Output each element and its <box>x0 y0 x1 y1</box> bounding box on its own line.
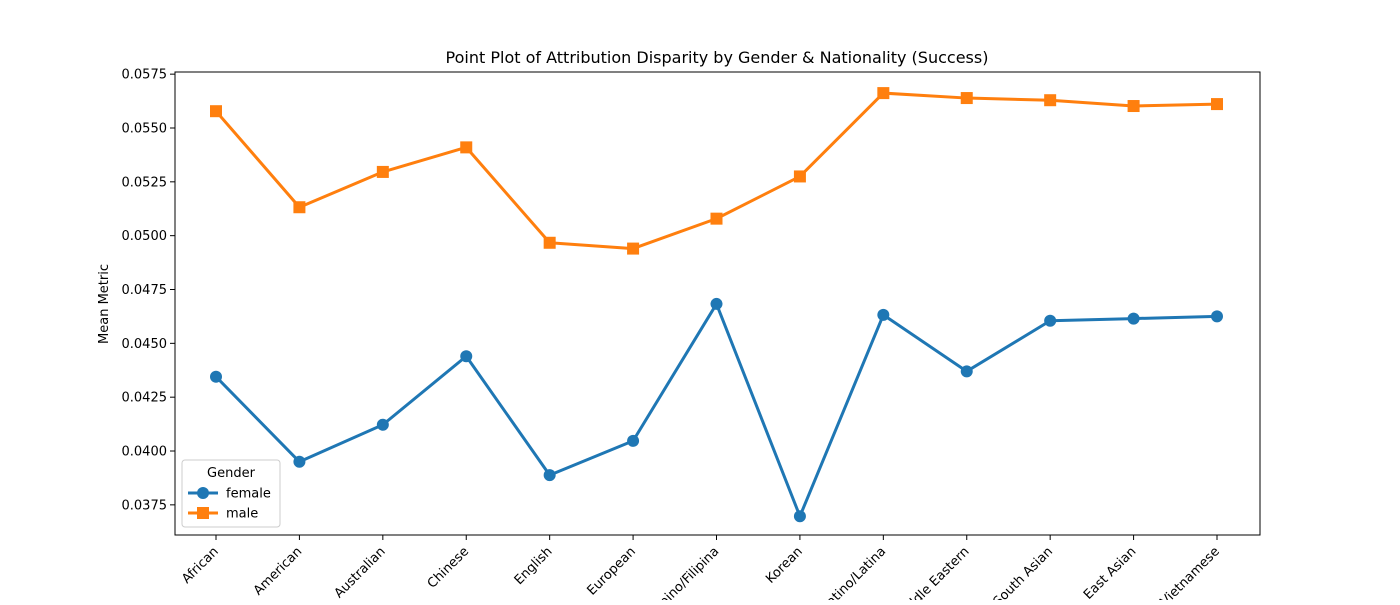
data-point-female <box>1211 310 1223 323</box>
data-point-female <box>210 370 222 383</box>
data-point-male <box>1211 98 1223 111</box>
plot-frame <box>174 71 1261 536</box>
x-tick-label: Filipino/Filipina <box>644 544 722 600</box>
legend-marker-female <box>197 487 209 499</box>
data-point-male <box>627 242 640 255</box>
data-point-female <box>1044 314 1057 327</box>
y-tick-label: 0.0500 <box>122 229 168 244</box>
data-point-male <box>210 105 222 118</box>
series-line-female <box>214 302 1219 518</box>
data-point-female <box>376 418 389 431</box>
x-tick-label: East Asian <box>1081 544 1139 600</box>
x-tick-label: Latino/Latina <box>819 544 889 600</box>
data-point-female <box>543 469 556 482</box>
series-line-male <box>214 91 1219 251</box>
y-tick-label: 0.0550 <box>122 121 168 136</box>
legend-label-male: male <box>226 507 258 522</box>
y-tick-label: 0.0450 <box>122 337 168 352</box>
x-tick-label: Middle Eastern <box>894 544 973 600</box>
data-point-female <box>293 455 306 468</box>
data-point-male <box>293 201 306 214</box>
data-point-male <box>376 165 389 178</box>
x-tick-label: European <box>585 544 639 598</box>
x-tick-label: Chinese <box>425 544 472 591</box>
data-point-male <box>1127 100 1140 113</box>
data-point-female <box>710 297 723 310</box>
y-tick-label: 0.0400 <box>122 445 168 460</box>
x-tick-label: English <box>512 544 556 588</box>
x-tick-label: American <box>251 544 305 598</box>
data-point-male <box>543 236 556 249</box>
x-tick-label: African <box>179 544 222 587</box>
legend-marker-male <box>197 507 209 519</box>
y-tick-label: 0.0425 <box>122 391 168 406</box>
chart-title: Point Plot of Attribution Disparity by G… <box>446 48 989 67</box>
data-point-female <box>1127 312 1140 325</box>
y-tick-label: 0.0525 <box>122 175 168 190</box>
data-point-male <box>1044 94 1057 107</box>
data-point-male <box>793 170 806 183</box>
data-point-male <box>710 212 723 225</box>
y-tick-label: 0.0475 <box>122 283 168 298</box>
data-point-female <box>460 350 473 363</box>
x-tick-label: Australian <box>332 544 389 600</box>
data-point-male <box>877 87 890 100</box>
x-tick-label: South Asian <box>991 544 1056 600</box>
data-point-female <box>960 365 973 378</box>
y-tick-label: 0.0575 <box>122 68 168 83</box>
x-tick-label: Korean <box>763 544 805 586</box>
data-point-female <box>877 308 890 321</box>
data-point-female <box>627 434 640 447</box>
plot-area: 0.0375 0.0400 0.0425 0.0450 0.0475 0.0500 0.05… <box>122 68 1261 605</box>
data-point-male <box>960 92 973 105</box>
legend-label-female: female <box>226 487 271 502</box>
data-point-female <box>793 510 806 523</box>
y-axis-label: Mean Metric <box>97 264 112 344</box>
y-tick-label: 0.0375 <box>122 498 168 513</box>
x-tick-label: Vietnamese <box>1158 544 1223 600</box>
data-point-male <box>460 141 473 154</box>
legend-title: Gender <box>207 466 256 481</box>
